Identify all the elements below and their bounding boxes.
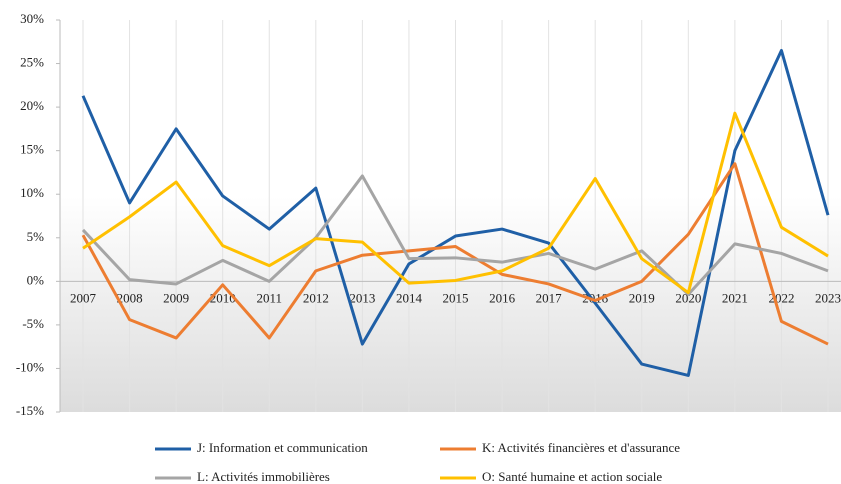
x-tick-label: 2008 — [117, 290, 143, 305]
x-tick-label: 2015 — [443, 290, 469, 305]
x-tick-label: 2023 — [815, 290, 841, 305]
x-tick-label: 2009 — [163, 290, 189, 305]
legend-label: J: Information et communication — [197, 440, 368, 455]
x-tick-label: 2021 — [722, 290, 748, 305]
series-line — [82, 111, 829, 295]
x-tick-label: 2016 — [489, 290, 516, 305]
y-tick-label: 15% — [20, 142, 44, 157]
x-tick-label: 2007 — [70, 290, 97, 305]
y-tick-label: -15% — [16, 403, 44, 418]
series-line — [81, 174, 829, 296]
y-tick-label: 20% — [20, 98, 44, 113]
y-tick-label: 30% — [20, 11, 44, 26]
x-tick-label: 2010 — [210, 290, 236, 305]
y-tick-label: 0% — [27, 272, 45, 287]
plot-area — [60, 20, 841, 412]
series-line — [81, 48, 830, 377]
legend-label: O: Santé humaine et action sociale — [482, 469, 662, 484]
series-line — [81, 162, 829, 346]
x-tick-label: 2020 — [675, 290, 701, 305]
y-tick-label: 10% — [20, 185, 44, 200]
legend-label: L: Activités immobilières — [197, 469, 330, 484]
y-tick-label: 25% — [20, 55, 44, 70]
x-tick-label: 2011 — [256, 290, 282, 305]
legend-label: K: Activités financières et d'assurance — [482, 440, 680, 455]
y-tick-label: 5% — [27, 229, 45, 244]
x-tick-label: 2017 — [536, 290, 563, 305]
x-tick-label: 2012 — [303, 290, 329, 305]
x-tick-label: 2019 — [629, 290, 655, 305]
y-tick-label: -5% — [22, 316, 44, 331]
x-tick-label: 2013 — [349, 290, 375, 305]
y-tick-label: -10% — [16, 359, 44, 374]
x-tick-label: 2014 — [396, 290, 423, 305]
